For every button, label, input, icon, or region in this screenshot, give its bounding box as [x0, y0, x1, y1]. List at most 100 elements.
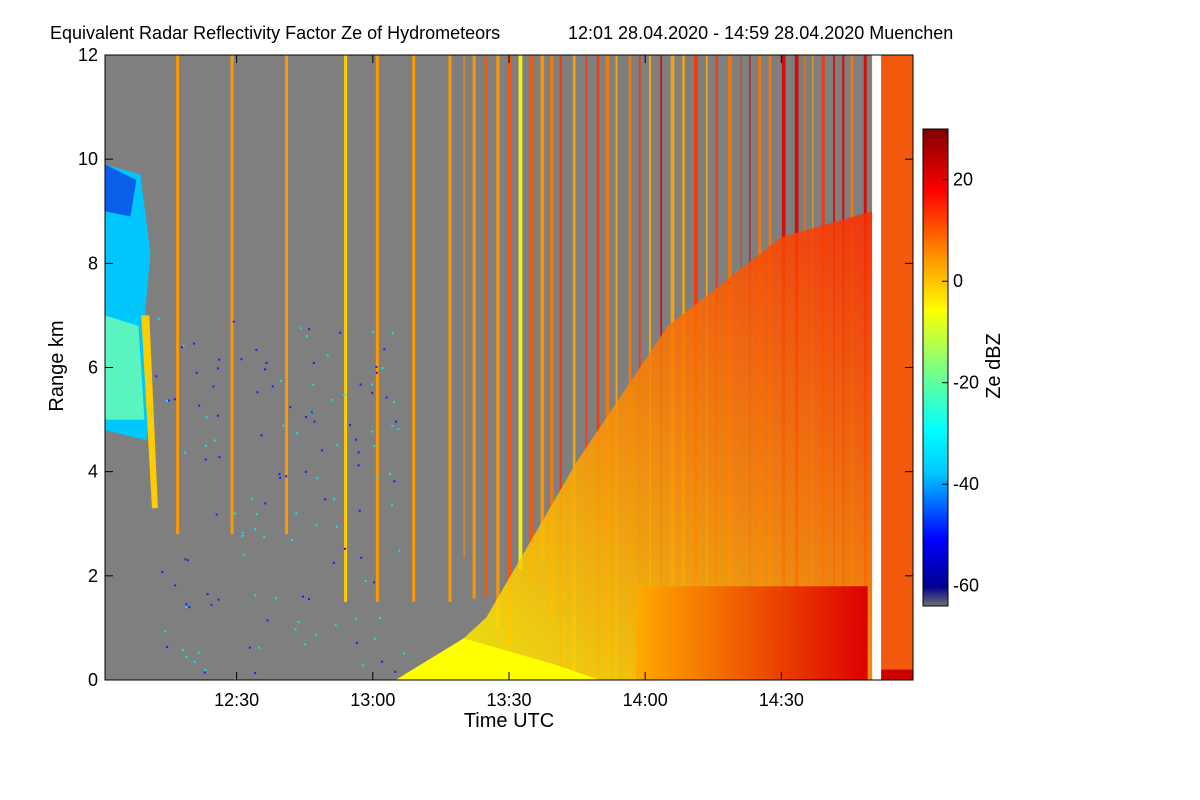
speckle — [339, 331, 342, 334]
y-axis: 0 2 4 6 8 10 12 — [78, 45, 913, 690]
speckle — [359, 383, 362, 386]
speckle — [168, 399, 171, 402]
speckle — [371, 383, 374, 386]
speckle — [310, 411, 313, 414]
colorbar-label: Ze dBZ — [983, 333, 1005, 399]
speckle — [182, 344, 185, 347]
precip-streak — [605, 55, 610, 680]
speckle — [383, 348, 386, 351]
speckle — [320, 449, 323, 452]
precip-streak — [230, 55, 234, 535]
precip-streak — [472, 55, 476, 599]
x-axis-label: Time UTC — [464, 710, 554, 732]
colorbar-bar — [922, 128, 949, 607]
x-axis: 12:30 13:00 13:30 14:00 14:30 — [214, 55, 804, 710]
speckle — [265, 362, 268, 365]
speckle — [241, 534, 244, 537]
precip-streak — [638, 55, 641, 680]
speckle — [375, 365, 378, 368]
precip-streak — [559, 55, 562, 680]
speckle — [297, 621, 300, 624]
rain-near-surface — [636, 586, 868, 680]
y-tick-label: 4 — [88, 462, 98, 482]
speckle — [397, 427, 400, 430]
speckle — [376, 476, 379, 479]
speckle — [193, 660, 196, 663]
speckle — [204, 458, 207, 461]
precip-streak — [540, 55, 545, 560]
speckle — [275, 597, 278, 600]
speckle — [271, 385, 274, 388]
speckle — [391, 424, 394, 427]
speckle — [256, 391, 259, 394]
speckle — [395, 420, 398, 423]
cloud-core — [105, 315, 145, 420]
speckle — [260, 434, 263, 437]
speckle — [185, 606, 188, 609]
y-tick-label: 8 — [88, 253, 98, 273]
y-tick-label: 6 — [88, 358, 98, 378]
speckle — [398, 549, 401, 552]
x-tick-label: 14:00 — [623, 690, 668, 710]
speckle — [173, 398, 176, 401]
colorbar-tick-label: 20 — [953, 170, 973, 190]
colorbar-tick-label: 0 — [953, 271, 963, 291]
speckle — [212, 385, 215, 388]
speckle — [304, 470, 307, 473]
speckle — [296, 432, 299, 435]
speckle — [391, 331, 394, 334]
speckle — [155, 375, 158, 378]
precip-streak — [375, 55, 379, 602]
precip-streak — [596, 55, 600, 680]
speckle — [385, 396, 388, 399]
speckle — [180, 346, 183, 349]
speckle — [343, 547, 346, 550]
precip-streak — [518, 55, 523, 570]
speckle — [316, 477, 319, 480]
speckle — [198, 404, 201, 407]
speckle — [258, 646, 261, 649]
cloud-top-edge — [105, 164, 137, 217]
precip-streak — [508, 55, 512, 649]
speckle — [279, 476, 282, 479]
speckle — [166, 645, 169, 648]
speckle — [381, 660, 384, 663]
speckle — [294, 628, 297, 631]
speckle — [403, 652, 406, 655]
speckle — [210, 603, 213, 606]
speckle — [185, 603, 188, 606]
speckle — [166, 399, 169, 402]
speckle — [394, 670, 397, 673]
speckle — [373, 445, 376, 448]
speckle — [192, 342, 195, 345]
speckle — [217, 367, 220, 370]
colorbar-ticks: 20 0 -20 -40 -60 — [942, 170, 979, 596]
speckle — [278, 473, 281, 476]
speckle — [174, 584, 177, 587]
speckle — [349, 423, 352, 426]
speckle — [313, 420, 316, 423]
x-tick-label: 14:30 — [759, 690, 804, 710]
speckle — [371, 430, 374, 433]
speckle — [248, 646, 251, 649]
speckle — [254, 672, 257, 675]
precip-streak — [628, 55, 632, 680]
rain-region — [418, 211, 873, 680]
speckle — [243, 554, 246, 557]
precip-streak — [484, 55, 488, 598]
speckle — [216, 414, 219, 417]
chart-title: Equivalent Radar Reflectivity Factor Ze … — [50, 23, 500, 43]
speckle — [289, 406, 292, 409]
speckle — [324, 498, 327, 501]
speckle — [232, 320, 235, 323]
fall-streak — [141, 315, 158, 509]
colorbar: 20 0 -20 -40 -60 Ze dBZ — [922, 128, 1005, 607]
speckle — [254, 528, 257, 531]
speckle — [205, 416, 208, 419]
speckle — [161, 571, 164, 574]
speckle — [241, 531, 244, 534]
speckle — [332, 561, 335, 564]
rain-onset — [395, 638, 600, 680]
y-tick-label: 12 — [78, 45, 98, 65]
speckle — [263, 535, 266, 538]
